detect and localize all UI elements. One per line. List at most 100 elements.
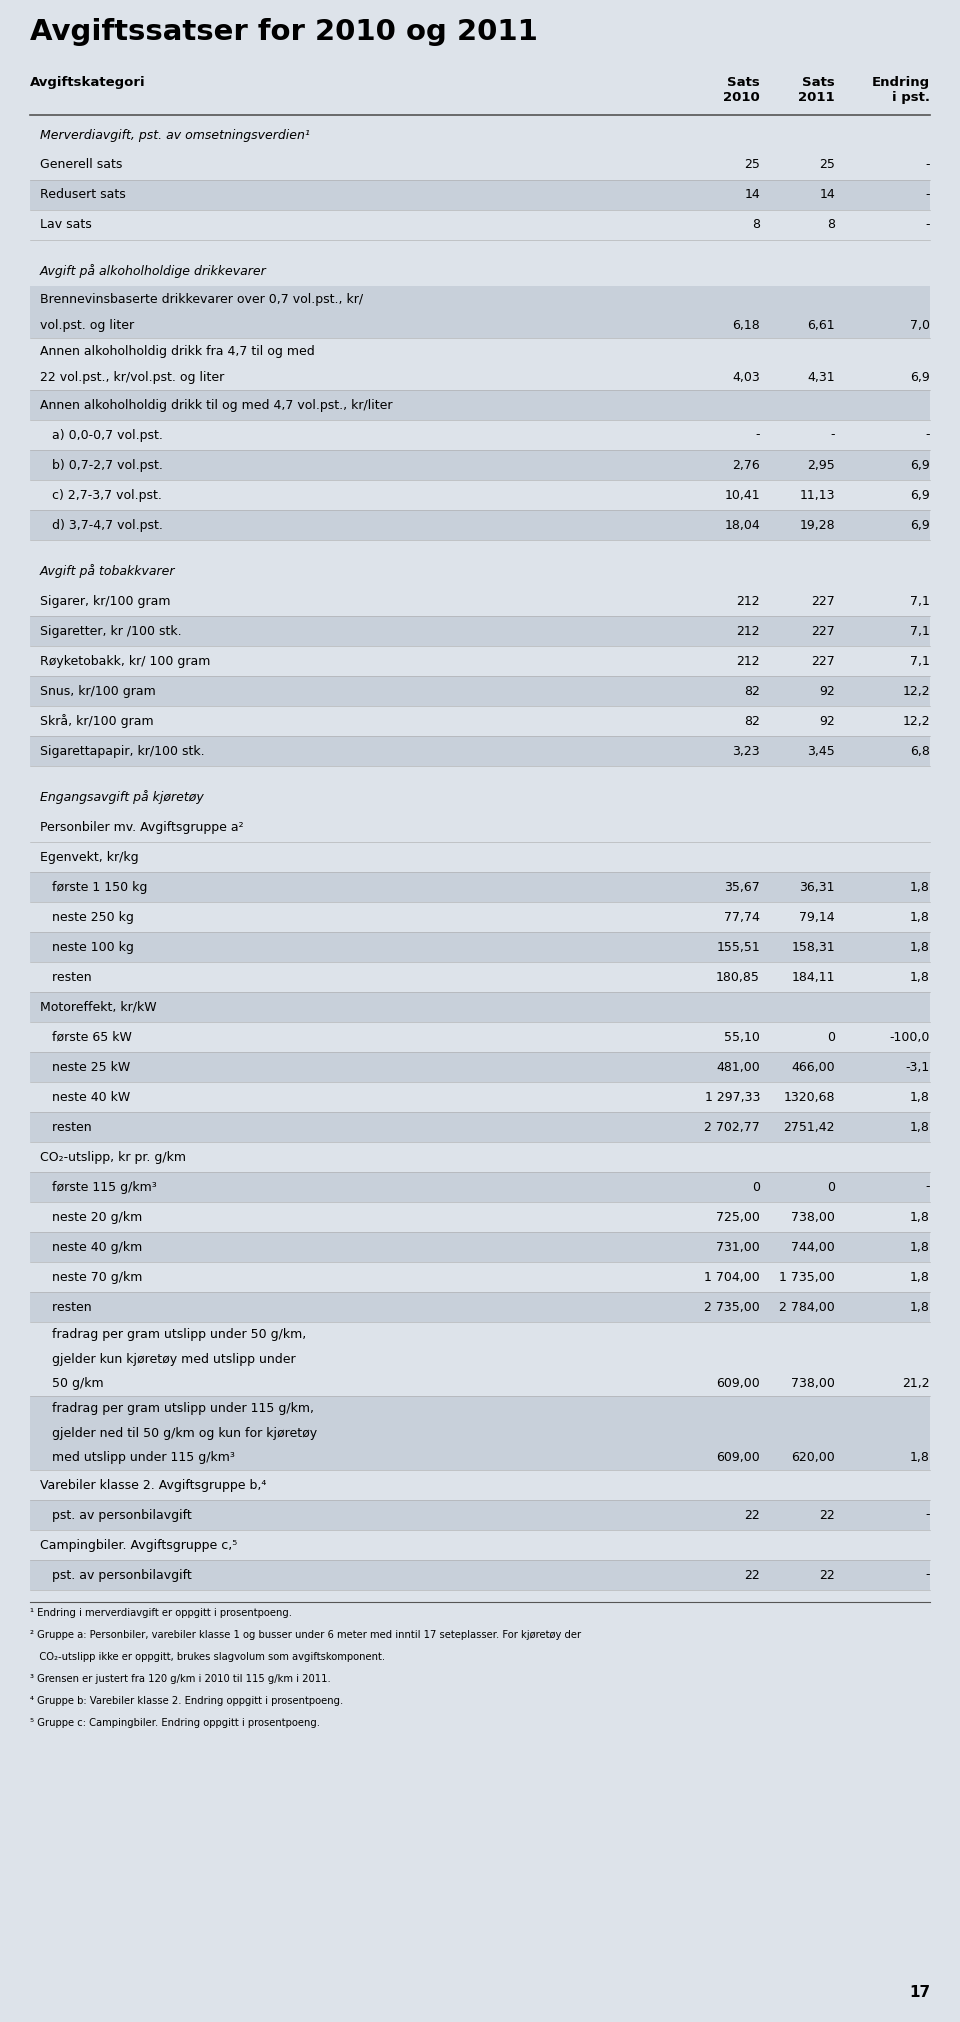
- Text: neste 100 kg: neste 100 kg: [40, 940, 133, 954]
- Text: ⁴ Gruppe b: Varebiler klasse 2. Endring oppgitt i prosentpoeng.: ⁴ Gruppe b: Varebiler klasse 2. Endring …: [30, 1696, 344, 1707]
- Text: Sigarettapapir, kr/100 stk.: Sigarettapapir, kr/100 stk.: [40, 744, 204, 758]
- Text: 6,18: 6,18: [732, 319, 760, 332]
- Text: 227: 227: [811, 625, 835, 637]
- Text: 22: 22: [819, 1569, 835, 1581]
- Text: neste 250 kg: neste 250 kg: [40, 910, 133, 924]
- Text: Redusert sats: Redusert sats: [40, 188, 126, 202]
- Text: 21,2: 21,2: [902, 1377, 930, 1391]
- Bar: [30, 1470, 930, 1500]
- Text: Snus, kr/100 gram: Snus, kr/100 gram: [40, 685, 156, 698]
- Text: 55,10: 55,10: [724, 1031, 760, 1043]
- Text: 2,76: 2,76: [732, 459, 760, 471]
- Text: 6,9: 6,9: [910, 459, 930, 471]
- Bar: [30, 645, 930, 675]
- Text: 12,2: 12,2: [902, 714, 930, 728]
- Text: Campingbiler. Avgiftsgruppe c,⁵: Campingbiler. Avgiftsgruppe c,⁵: [40, 1539, 237, 1551]
- Text: CO₂-utslipp, kr pr. g/km: CO₂-utslipp, kr pr. g/km: [40, 1151, 186, 1163]
- Text: 14: 14: [744, 188, 760, 202]
- Text: gjelder ned til 50 g/km og kun for kjøretøy: gjelder ned til 50 g/km og kun for kjøre…: [40, 1426, 317, 1440]
- Bar: [30, 1395, 930, 1470]
- Text: første 1 150 kg: første 1 150 kg: [40, 880, 148, 894]
- Text: Varebiler klasse 2. Avgiftsgruppe b,⁴: Varebiler klasse 2. Avgiftsgruppe b,⁴: [40, 1478, 266, 1492]
- Bar: [30, 451, 930, 479]
- Text: 212: 212: [736, 594, 760, 607]
- Text: 227: 227: [811, 655, 835, 667]
- Text: 738,00: 738,00: [791, 1377, 835, 1391]
- Bar: [30, 390, 930, 421]
- Text: 1,8: 1,8: [910, 1270, 930, 1284]
- Text: 50 g/km: 50 g/km: [40, 1377, 104, 1391]
- Bar: [30, 871, 930, 902]
- Bar: [30, 932, 930, 962]
- Text: Avgiftssatser for 2010 og 2011: Avgiftssatser for 2010 og 2011: [30, 18, 538, 47]
- Text: 227: 227: [811, 594, 835, 607]
- Text: Røyketobakk, kr/ 100 gram: Røyketobakk, kr/ 100 gram: [40, 655, 210, 667]
- Text: -: -: [925, 1569, 930, 1581]
- Text: Sigarer, kr/100 gram: Sigarer, kr/100 gram: [40, 594, 171, 607]
- Text: Annen alkoholholdig drikk fra 4,7 til og med: Annen alkoholholdig drikk fra 4,7 til og…: [40, 344, 315, 358]
- Bar: [30, 1051, 930, 1082]
- Text: 0: 0: [752, 1181, 760, 1193]
- Text: 4,03: 4,03: [732, 370, 760, 384]
- Text: -: -: [830, 429, 835, 441]
- Text: 6,61: 6,61: [807, 319, 835, 332]
- Bar: [30, 180, 930, 210]
- Bar: [30, 586, 930, 617]
- Text: -100,0: -100,0: [890, 1031, 930, 1043]
- Text: 11,13: 11,13: [800, 489, 835, 501]
- Text: Avgift på tobakkvarer: Avgift på tobakkvarer: [40, 564, 176, 578]
- Text: 620,00: 620,00: [791, 1452, 835, 1464]
- Text: Egenvekt, kr/kg: Egenvekt, kr/kg: [40, 851, 138, 863]
- Text: c) 2,7-3,7 vol.pst.: c) 2,7-3,7 vol.pst.: [40, 489, 162, 501]
- Text: 1,8: 1,8: [910, 971, 930, 983]
- Text: 19,28: 19,28: [800, 518, 835, 532]
- Text: -: -: [925, 1508, 930, 1521]
- Text: 744,00: 744,00: [791, 1242, 835, 1254]
- Text: neste 40 kW: neste 40 kW: [40, 1090, 131, 1104]
- Bar: [30, 150, 930, 180]
- Text: 1,8: 1,8: [910, 910, 930, 924]
- Text: med utslipp under 115 g/km³: med utslipp under 115 g/km³: [40, 1452, 235, 1464]
- Text: Personbiler mv. Avgiftsgruppe a²: Personbiler mv. Avgiftsgruppe a²: [40, 821, 244, 833]
- Bar: [30, 962, 930, 993]
- Text: Avgift på alkoholholdige drikkevarer: Avgift på alkoholholdige drikkevarer: [40, 265, 267, 277]
- Text: pst. av personbilavgift: pst. av personbilavgift: [40, 1569, 192, 1581]
- Bar: [30, 813, 930, 841]
- Text: 155,51: 155,51: [716, 940, 760, 954]
- Text: ³ Grensen er justert fra 120 g/km i 2010 til 115 g/km i 2011.: ³ Grensen er justert fra 120 g/km i 2010…: [30, 1674, 331, 1684]
- Text: 481,00: 481,00: [716, 1060, 760, 1074]
- Bar: [30, 902, 930, 932]
- Text: 1,8: 1,8: [910, 1211, 930, 1223]
- Bar: [30, 1561, 930, 1589]
- Text: 2751,42: 2751,42: [783, 1120, 835, 1134]
- Text: 4,31: 4,31: [807, 370, 835, 384]
- Text: 36,31: 36,31: [800, 880, 835, 894]
- Text: 731,00: 731,00: [716, 1242, 760, 1254]
- Bar: [30, 736, 930, 766]
- Text: d) 3,7-4,7 vol.pst.: d) 3,7-4,7 vol.pst.: [40, 518, 163, 532]
- Text: -: -: [925, 218, 930, 231]
- Text: 12,2: 12,2: [902, 685, 930, 698]
- Text: Generell sats: Generell sats: [40, 158, 122, 172]
- Text: 2,95: 2,95: [807, 459, 835, 471]
- Text: 77,74: 77,74: [724, 910, 760, 924]
- Text: Motoreffekt, kr/kW: Motoreffekt, kr/kW: [40, 1001, 156, 1013]
- Text: Sats
2010: Sats 2010: [723, 77, 760, 103]
- Text: 22 vol.pst., kr/vol.pst. og liter: 22 vol.pst., kr/vol.pst. og liter: [40, 370, 225, 384]
- Bar: [30, 706, 930, 736]
- Bar: [30, 556, 930, 586]
- Text: fradrag per gram utslipp under 50 g/km,: fradrag per gram utslipp under 50 g/km,: [40, 1328, 306, 1341]
- Text: 14: 14: [819, 188, 835, 202]
- Text: 6,9: 6,9: [910, 518, 930, 532]
- Text: 2 784,00: 2 784,00: [780, 1300, 835, 1314]
- Text: 609,00: 609,00: [716, 1377, 760, 1391]
- Text: Annen alkoholholdig drikk til og med 4,7 vol.pst., kr/liter: Annen alkoholholdig drikk til og med 4,7…: [40, 398, 393, 412]
- Text: 7,1: 7,1: [910, 594, 930, 607]
- Text: Sigaretter, kr /100 stk.: Sigaretter, kr /100 stk.: [40, 625, 181, 637]
- Text: 1,8: 1,8: [910, 1090, 930, 1104]
- Text: vol.pst. og liter: vol.pst. og liter: [40, 319, 134, 332]
- Text: neste 20 g/km: neste 20 g/km: [40, 1211, 142, 1223]
- Text: Endring
i pst.: Endring i pst.: [872, 77, 930, 103]
- Text: resten: resten: [40, 971, 91, 983]
- Bar: [30, 841, 930, 871]
